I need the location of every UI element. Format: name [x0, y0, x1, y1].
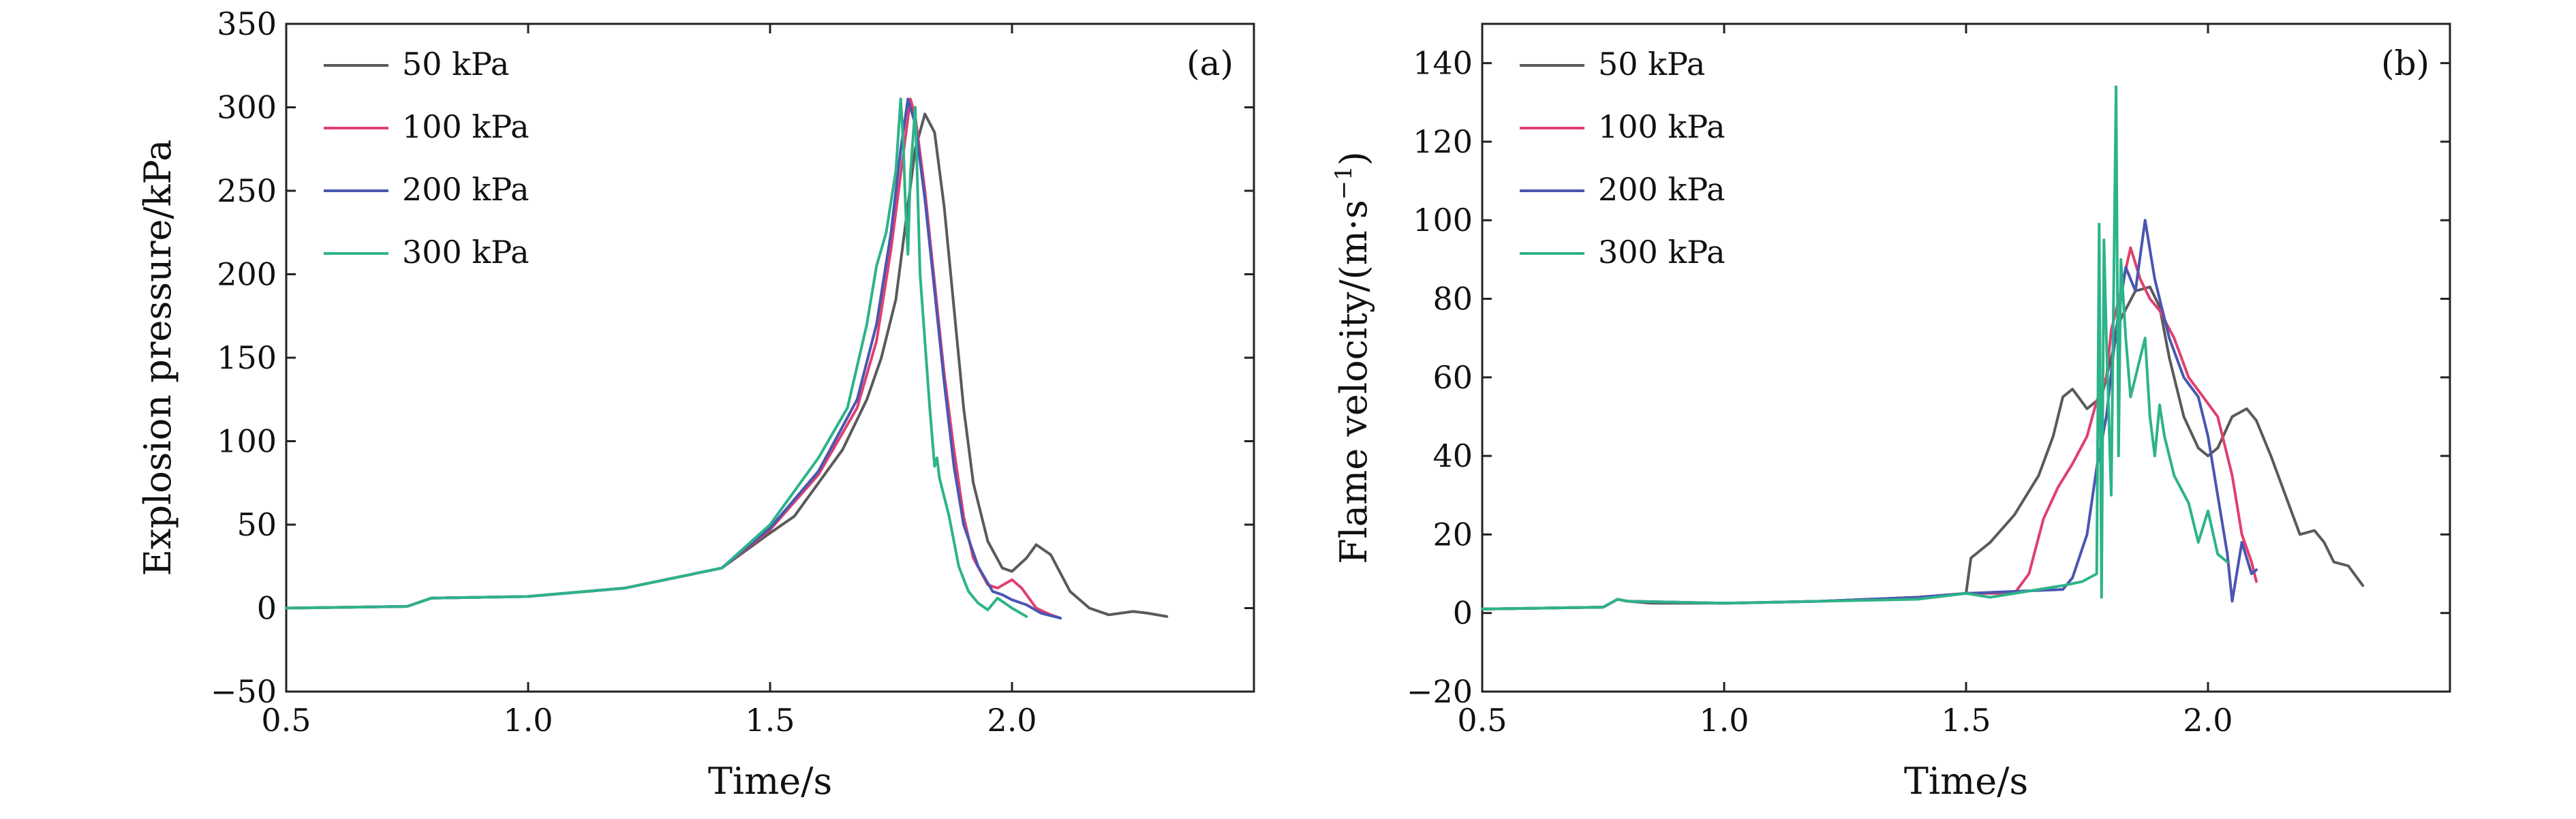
- series-line-300-kpa: [285, 97, 1028, 618]
- x-tick-label: 0.5: [261, 702, 311, 739]
- y-tick-label: 150: [217, 339, 277, 376]
- y-tick-label: 140: [1413, 45, 1473, 82]
- legend-label: 100 kPa: [402, 108, 530, 145]
- y-tick-label: 0: [1453, 595, 1473, 632]
- y-axis-title-text: Explosion pressure/kPa: [136, 140, 179, 576]
- y-tick-label: 60: [1432, 359, 1473, 396]
- x-axis-title: Time/s: [708, 760, 832, 803]
- y-axis-title-end: ): [1332, 151, 1375, 166]
- x-tick-label: 1.5: [1941, 702, 1991, 739]
- x-axis-title: Time/s: [1904, 760, 2028, 803]
- x-tick-label: 1.5: [745, 702, 795, 739]
- legend-label: 300 kPa: [1598, 234, 1726, 271]
- y-axis-title-superscript: −1: [1330, 166, 1358, 200]
- panel-a: 0.5 1.0 1.5 2.0 −50 0 50 100 150 200 250 300 350 Time…: [136, 5, 1255, 803]
- panel-label: (a): [1186, 44, 1233, 83]
- y-tick-label: 100: [217, 423, 277, 460]
- legend-label: 50 kPa: [402, 46, 509, 82]
- y-tick-label: 120: [1413, 123, 1473, 160]
- y-tick-label: 350: [217, 5, 277, 42]
- x-tick-label: 1.0: [1699, 702, 1749, 739]
- panel-b: 0.5 1.0 1.5 2.0 −20 0 20 40 60 80 100 120 140 Time/s F…: [1330, 22, 2451, 803]
- legend-label: 100 kPa: [1598, 108, 1726, 145]
- y-tick-label: 50: [236, 506, 277, 543]
- legend-label: 300 kPa: [402, 234, 530, 271]
- y-tick-label: −50: [211, 673, 277, 710]
- panel-label: (b): [2381, 44, 2429, 83]
- y-tick-label: 200: [217, 256, 277, 293]
- y-tick-label: 250: [217, 172, 277, 209]
- x-tick-label: 0.5: [1457, 702, 1507, 739]
- legend-label: 200 kPa: [1598, 171, 1726, 208]
- series-line-100-kpa: [1481, 246, 2258, 611]
- y-tick-label: −20: [1407, 673, 1473, 710]
- y-axis-title-text: Flame velocity/(m·s: [1332, 200, 1375, 564]
- y-tick-label: 20: [1432, 516, 1473, 553]
- y-tick-label: 300: [217, 89, 277, 126]
- x-tick-label: 2.0: [2183, 702, 2233, 739]
- y-tick-label: 100: [1413, 202, 1473, 238]
- series-line-300-kpa: [1481, 85, 2229, 611]
- x-tick-label: 2.0: [987, 702, 1037, 739]
- y-tick-label: 40: [1432, 437, 1473, 474]
- x-tick-label: 1.0: [503, 702, 553, 739]
- y-axis-title: Explosion pressure/kPa: [136, 140, 179, 576]
- legend-label: 200 kPa: [402, 171, 530, 208]
- series-line-50-kpa: [1481, 285, 2365, 611]
- y-tick-label: 0: [257, 590, 277, 627]
- legend-label: 50 kPa: [1598, 46, 1705, 82]
- y-axis-title: Flame velocity/(m·s−1): [1330, 151, 1375, 564]
- y-tick-label: 80: [1432, 281, 1473, 318]
